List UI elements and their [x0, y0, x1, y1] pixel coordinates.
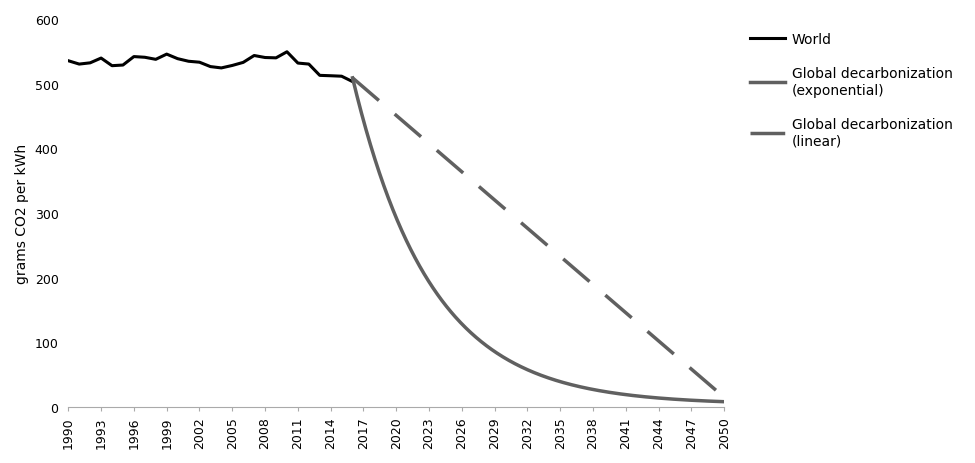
Global decarbonization
(linear): [548, 249, 560, 254]
Global decarbonization
(linear): [710, 387, 722, 393]
World: [161, 52, 173, 58]
Global decarbonization
(linear): [524, 227, 535, 233]
World: [281, 50, 292, 56]
World: [314, 74, 326, 79]
Global decarbonization
(linear): [526, 229, 537, 235]
Global decarbonization
(exponential): [347, 76, 359, 81]
World: [139, 56, 151, 61]
World: [194, 60, 206, 66]
World: [182, 59, 194, 65]
Line: Global decarbonization
(linear): Global decarbonization (linear): [353, 79, 724, 398]
World: [84, 61, 96, 67]
World: [335, 74, 347, 80]
World: [347, 80, 359, 85]
World: [96, 56, 107, 62]
Global decarbonization
(exponential): [710, 399, 722, 404]
Global decarbonization
(linear): [651, 337, 663, 343]
World: [270, 56, 282, 62]
World: [325, 74, 336, 79]
World: [226, 63, 238, 69]
Global decarbonization
(exponential): [524, 368, 535, 374]
Line: World: World: [68, 53, 353, 82]
Line: Global decarbonization
(exponential): Global decarbonization (exponential): [353, 79, 724, 402]
World: [106, 64, 118, 69]
World: [73, 62, 85, 68]
Y-axis label: grams CO2 per kWh: grams CO2 per kWh: [15, 144, 29, 283]
World: [292, 61, 304, 67]
Global decarbonization
(exponential): [719, 399, 730, 405]
World: [172, 57, 183, 63]
World: [62, 59, 74, 64]
Global decarbonization
(linear): [347, 76, 359, 81]
Global decarbonization
(exponential): [651, 395, 663, 401]
World: [303, 62, 315, 68]
World: [215, 66, 227, 72]
World: [117, 63, 129, 69]
World: [237, 61, 249, 66]
World: [128, 55, 139, 60]
World: [150, 57, 162, 63]
World: [249, 54, 260, 59]
Legend: World, Global decarbonization
(exponential), Global decarbonization
(linear): World, Global decarbonization (exponenti…: [744, 27, 958, 154]
Global decarbonization
(exponential): [548, 377, 560, 382]
Global decarbonization
(linear): [568, 266, 580, 271]
Global decarbonization
(linear): [719, 395, 730, 400]
Global decarbonization
(exponential): [526, 369, 537, 375]
World: [259, 56, 271, 61]
Global decarbonization
(exponential): [568, 383, 580, 388]
World: [205, 65, 216, 70]
